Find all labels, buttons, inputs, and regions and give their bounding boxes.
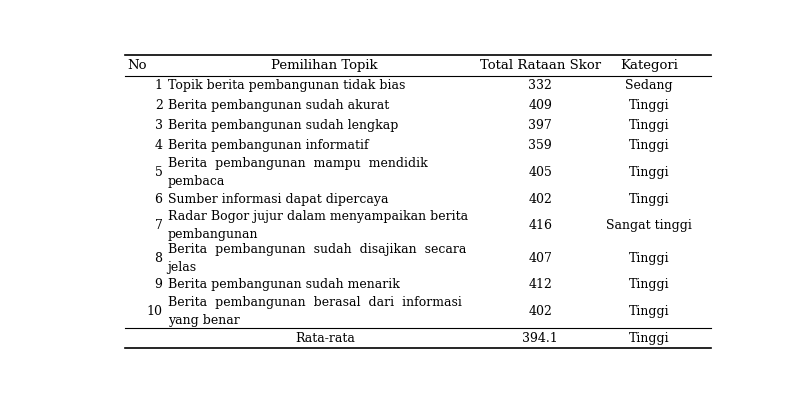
Text: Tinggi: Tinggi [628, 332, 669, 345]
Text: Berita pembangunan sudah akurat: Berita pembangunan sudah akurat [167, 99, 389, 112]
Text: Pemilihan Topik: Pemilihan Topik [271, 59, 378, 72]
Text: 397: 397 [528, 119, 552, 133]
Text: Tinggi: Tinggi [628, 119, 669, 133]
Text: Tinggi: Tinggi [628, 193, 669, 205]
Text: yang benar: yang benar [167, 314, 239, 327]
Text: Berita  pembangunan  mampu  mendidik: Berita pembangunan mampu mendidik [167, 157, 427, 170]
Text: 5: 5 [154, 166, 162, 179]
Text: Berita pembangunan informatif: Berita pembangunan informatif [167, 139, 368, 152]
Text: 9: 9 [154, 279, 162, 291]
Text: Sedang: Sedang [625, 79, 673, 92]
Text: Radar Bogor jujur dalam menyampaikan berita: Radar Bogor jujur dalam menyampaikan ber… [167, 210, 468, 223]
Text: 8: 8 [154, 252, 162, 265]
Text: No: No [127, 59, 146, 72]
Text: Tinggi: Tinggi [628, 279, 669, 291]
Text: Tinggi: Tinggi [628, 99, 669, 112]
Text: 394.1: 394.1 [522, 332, 558, 345]
Text: Berita pembangunan sudah lengkap: Berita pembangunan sudah lengkap [167, 119, 398, 133]
Text: 1: 1 [154, 79, 162, 92]
Text: 3: 3 [154, 119, 162, 133]
Text: 4: 4 [154, 139, 162, 152]
Text: 407: 407 [528, 252, 552, 265]
Text: Total Rataan Skor: Total Rataan Skor [480, 59, 601, 72]
Text: 332: 332 [528, 79, 552, 92]
Text: jelas: jelas [167, 261, 197, 274]
Text: 409: 409 [528, 99, 552, 112]
Text: 359: 359 [528, 139, 552, 152]
Text: 6: 6 [154, 193, 162, 205]
Text: Tinggi: Tinggi [628, 305, 669, 318]
Text: Topik berita pembangunan tidak bias: Topik berita pembangunan tidak bias [167, 79, 405, 92]
Text: 416: 416 [528, 219, 552, 232]
Text: 402: 402 [528, 193, 552, 205]
Text: Tinggi: Tinggi [628, 139, 669, 152]
Text: Kategori: Kategori [620, 59, 678, 72]
Text: 2: 2 [154, 99, 162, 112]
Text: Berita  pembangunan  berasal  dari  informasi: Berita pembangunan berasal dari informas… [167, 296, 462, 309]
Text: Rata-rata: Rata-rata [295, 332, 354, 345]
Text: pembaca: pembaca [167, 175, 225, 188]
Text: Tinggi: Tinggi [628, 166, 669, 179]
Text: 7: 7 [154, 219, 162, 232]
Text: 412: 412 [528, 279, 552, 291]
Text: Tinggi: Tinggi [628, 252, 669, 265]
Text: Berita pembangunan sudah menarik: Berita pembangunan sudah menarik [167, 279, 399, 291]
Text: 402: 402 [528, 305, 552, 318]
Text: 10: 10 [146, 305, 162, 318]
Text: 405: 405 [528, 166, 552, 179]
Text: Sumber informasi dapat dipercaya: Sumber informasi dapat dipercaya [167, 193, 388, 205]
Text: Sangat tinggi: Sangat tinggi [606, 219, 692, 232]
Text: pembangunan: pembangunan [167, 228, 258, 241]
Text: Berita  pembangunan  sudah  disajikan  secara: Berita pembangunan sudah disajikan secar… [167, 243, 466, 256]
